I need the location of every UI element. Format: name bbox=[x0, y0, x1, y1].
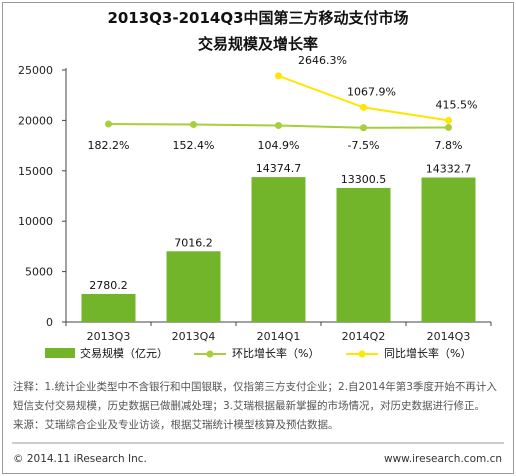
qoq-point bbox=[360, 124, 367, 132]
bar bbox=[336, 187, 391, 322]
y-tick-label: 0 bbox=[46, 316, 53, 329]
x-tick-label: 2014Q1 bbox=[257, 330, 301, 343]
note-line-1: 注释：1.统计企业类型中不含银行和中国银联，仅指第三方支付企业；2.自2014年… bbox=[13, 381, 497, 393]
y-tick-label: 10000 bbox=[18, 215, 53, 228]
x-tick-label: 2013Q3 bbox=[87, 330, 131, 343]
bar bbox=[81, 293, 136, 322]
yoy-point bbox=[275, 72, 282, 80]
bar-value-label: 14374.7 bbox=[256, 162, 302, 175]
source-line: 来源：艾瑞综合企业及专业访谈，根据艾瑞统计模型核算及预估数据。 bbox=[13, 419, 339, 431]
y-tick-label: 5000 bbox=[25, 266, 53, 279]
chart-subtitle: 交易规模及增长率 bbox=[197, 35, 318, 53]
yoy-point bbox=[360, 103, 367, 111]
x-tick-label: 2013Q4 bbox=[172, 330, 216, 343]
qoq-point bbox=[445, 123, 452, 131]
yoy-value-label: 1067.9% bbox=[347, 85, 396, 98]
note-line-2: 短信支付交易规模，历史数据已做删减处理；3.艾瑞根据最新掌握的市场情况，对历史数… bbox=[13, 400, 486, 412]
legend-label-bar: 交易规模（亿元） bbox=[80, 346, 168, 360]
y-tick-label: 20000 bbox=[18, 114, 53, 127]
bar bbox=[166, 251, 221, 322]
website-text: www.iresearch.com.cn bbox=[383, 453, 502, 465]
qoq-value-label: -7.5% bbox=[348, 139, 380, 152]
legend-label-qoq: 环比增长率（%） bbox=[232, 346, 319, 360]
bar-value-label: 13300.5 bbox=[341, 173, 387, 186]
bar-value-label: 2780.2 bbox=[89, 279, 128, 292]
qoq-point bbox=[190, 121, 197, 129]
x-tick-label: 2014Q2 bbox=[342, 330, 386, 343]
x-tick-label: 2014Q3 bbox=[427, 330, 471, 343]
legend-marker-yoy bbox=[358, 350, 366, 358]
legend-marker-qoq bbox=[206, 350, 214, 358]
qoq-point bbox=[105, 120, 112, 128]
qoq-value-label: 152.4% bbox=[173, 139, 215, 152]
bar-value-label: 14332.7 bbox=[426, 163, 472, 176]
bar-value-label: 7016.2 bbox=[174, 236, 213, 249]
yoy-value-label: 415.5% bbox=[436, 98, 478, 111]
y-tick-label: 25000 bbox=[18, 64, 53, 77]
bar bbox=[421, 177, 476, 322]
legend-swatch-bar bbox=[45, 348, 75, 358]
bar bbox=[251, 177, 306, 322]
yoy-point bbox=[445, 116, 452, 124]
y-tick-label: 15000 bbox=[18, 165, 53, 178]
qoq-value-label: 104.9% bbox=[258, 139, 300, 152]
qoq-value-label: 182.2% bbox=[88, 139, 130, 152]
chart-title: 2013Q3-2014Q3中国第三方移动支付市场 bbox=[107, 9, 409, 27]
qoq-point bbox=[275, 121, 282, 129]
qoq-value-label: 7.8% bbox=[435, 139, 463, 152]
yoy-value-label: 2646.3% bbox=[298, 54, 347, 67]
legend-label-yoy: 同比增长率（%） bbox=[384, 346, 471, 360]
copyright-text: © 2014.11 iResearch Inc. bbox=[13, 453, 147, 465]
